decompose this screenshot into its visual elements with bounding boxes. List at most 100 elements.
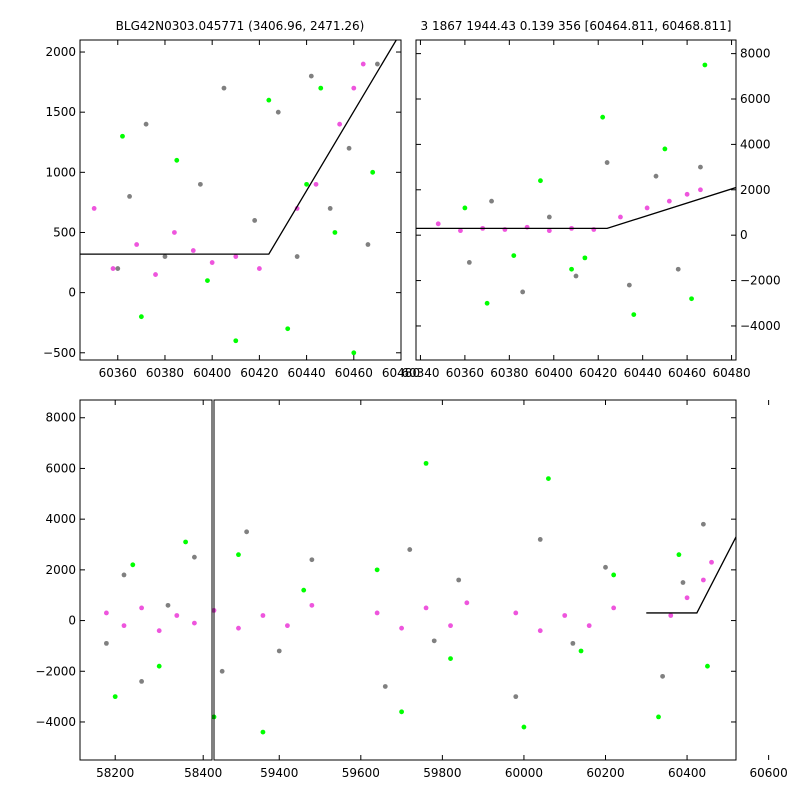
y-tick-label-mid-6: 8000 [740,47,771,61]
data-point-full-1-10 [423,460,429,466]
data-point-full-2-3 [156,628,162,634]
data-point-full-0-6 [244,529,250,535]
data-point-zoom-0-5 [221,85,227,91]
data-point-mid-1-7 [631,312,637,318]
axes-frame [415,39,737,361]
data-point-full-1-8 [374,567,380,573]
data-point-zoom-2-0 [91,206,97,211]
x-tick-label-mid-2: 60380 [490,366,528,380]
data-point-full-0-15 [570,640,576,646]
plot-area [416,62,736,318]
data-point-full-0-19 [700,521,706,527]
data-point-zoom-1-8 [318,85,324,91]
data-point-full-2-18 [562,613,568,618]
data-point-zoom-2-8 [256,266,262,271]
data-point-zoom-0-12 [365,242,371,247]
data-point-mid-2-10 [666,198,672,204]
data-point-full-2-10 [309,602,315,608]
y-tick-label-zoom-3: 1000 [45,165,76,179]
data-point-zoom-2-2 [134,242,140,247]
y-tick-label-full-2: 0 [68,614,76,628]
x-tick-label-full-2: 59400 [260,766,298,780]
data-point-mid-0-6 [626,282,632,288]
data-point-full-0-11 [431,638,437,644]
data-point-zoom-1-11 [370,169,376,175]
data-point-full-2-17 [537,628,543,634]
data-point-full-2-11 [374,610,380,616]
data-point-mid-0-3 [546,214,552,220]
data-point-mid-0-5 [604,160,610,165]
data-point-mid-1-10 [702,62,708,68]
data-point-zoom-1-9 [332,230,338,235]
data-point-full-1-15 [611,572,617,578]
data-point-mid-1-6 [600,114,606,120]
data-point-zoom-2-13 [360,61,366,67]
data-point-zoom-1-5 [266,97,272,103]
panel-full-plot: 58200 58400 59400 59600 59800 60000 60200 60400… [35,399,788,780]
data-point-mid-1-8 [662,146,668,152]
x-tick-label-full-7: 60400 [668,766,706,780]
data-point-zoom-0-3 [162,254,168,259]
data-point-full-1-1 [130,562,136,568]
data-point-mid-0-8 [675,266,681,272]
x-tick-label-zoom-1: 60380 [146,366,184,380]
y-tick-label-zoom-5: 2000 [45,45,76,59]
x-tick-label-zoom-0: 60360 [99,366,137,380]
x-tick-label-mid-7: 60480 [712,366,750,380]
data-point-zoom-1-10 [351,350,357,356]
data-point-zoom-1-4 [233,338,239,344]
data-point-zoom-2-4 [172,230,177,235]
data-point-full-0-13 [513,694,519,700]
data-point-full-1-5 [236,552,241,558]
data-point-mid-0-9 [698,164,703,170]
data-point-zoom-1-1 [138,314,144,320]
data-point-full-2-4 [174,613,180,618]
x-tick-label-mid-0: 60340 [401,366,439,380]
data-point-full-0-5 [219,668,225,674]
y-tick-label-full-1: −2000 [35,664,76,678]
data-point-zoom-2-11 [337,121,343,127]
data-point-zoom-0-7 [275,109,281,115]
data-point-mid-0-1 [489,198,494,204]
panel-zoom-plot: 60360 60380 60400 60420 60440 60460 60480 −500 0… [43,39,420,380]
data-point-zoom-2-12 [351,85,357,91]
data-point-full-0-0 [104,640,109,646]
model-line-zoom [80,40,397,255]
data-point-full-2-16 [513,610,519,616]
panel-mid-plot: 60340 60360 60380 60400 60420 60440 60460 60480… [401,39,781,380]
data-point-mid-2-12 [698,187,703,193]
x-tick-label-zoom-3: 60420 [240,366,278,380]
x-tick-label-mid-3: 60400 [535,366,573,380]
data-point-full-1-6 [260,729,266,735]
data-point-mid-1-4 [569,266,574,272]
x-tick-label-full-6: 60200 [586,766,624,780]
data-point-mid-1-1 [484,300,490,306]
data-point-full-2-21 [668,613,674,618]
data-point-zoom-1-2 [174,157,180,163]
x-tick-label-full-5: 60000 [505,766,543,780]
data-point-full-0-10 [407,547,413,552]
data-point-mid-2-9 [644,205,650,211]
x-tick-label-mid-6: 60460 [668,366,706,380]
data-point-zoom-1-3 [205,278,210,284]
data-point-mid-1-5 [582,255,588,261]
y-tick-label-full-6: 8000 [45,411,76,425]
y-tick-label-full-5: 6000 [45,461,76,475]
data-point-full-1-13 [546,476,551,481]
data-point-full-2-14 [448,623,453,629]
plot-area [80,40,397,356]
data-point-mid-2-11 [684,191,690,197]
data-point-mid-2-5 [546,228,552,234]
data-point-full-2-13 [423,605,429,611]
figure-title-right: 3 1867 1944.43 0.139 356 [60464.811, 604… [421,19,732,33]
data-point-mid-1-3 [538,178,543,184]
y-tick-label-full-0: −4000 [35,715,76,729]
data-point-zoom-0-1 [127,193,132,199]
data-point-zoom-0-13 [374,61,380,67]
data-point-full-1-2 [156,663,162,669]
data-point-full-1-18 [705,663,710,669]
data-point-mid-0-4 [573,273,579,279]
x-tick-label-mid-4: 60420 [579,366,617,380]
